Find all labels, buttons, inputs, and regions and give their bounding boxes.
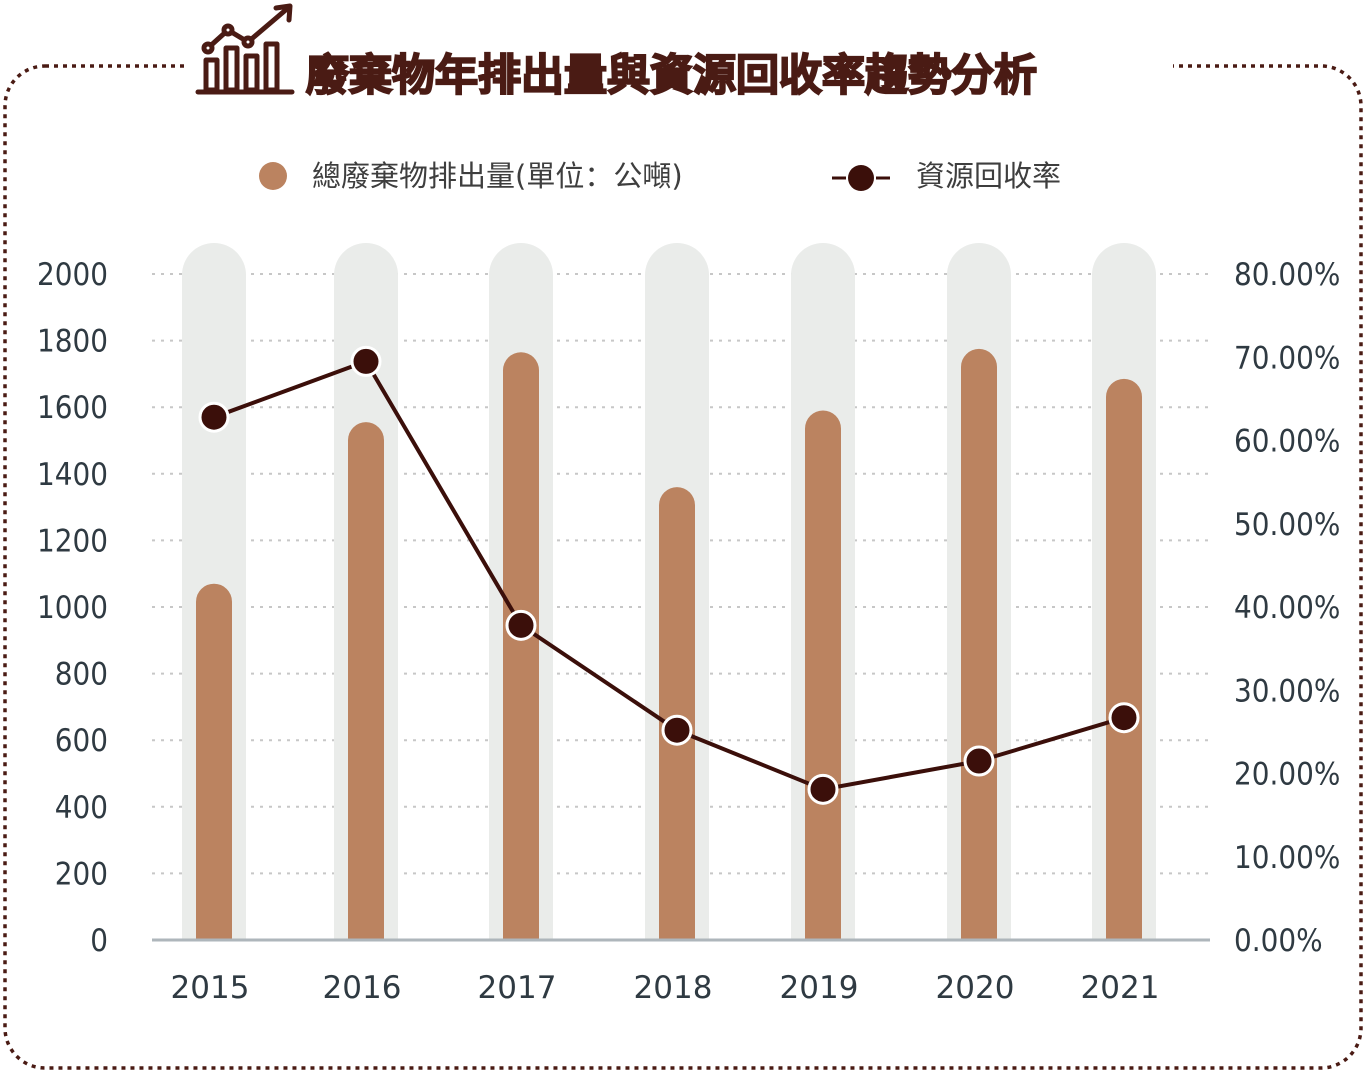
left-tick-label: 1200 bbox=[37, 523, 108, 559]
legend-bar-marker bbox=[259, 162, 287, 190]
recycling-rate-point bbox=[350, 345, 382, 377]
x-tick-label: 2018 bbox=[634, 970, 713, 1006]
right-axis: 0.00% 10.00% 20.00% 30.00% 40.00% 50.00% 60.00… bbox=[1234, 257, 1340, 959]
waste-bar bbox=[196, 583, 232, 940]
right-tick-label: 30.00% bbox=[1234, 673, 1340, 709]
left-tick-label: 1000 bbox=[37, 590, 108, 626]
x-tick-label: 2020 bbox=[936, 970, 1015, 1006]
recycling-rate-point bbox=[505, 609, 537, 641]
left-tick-label: 1600 bbox=[37, 390, 108, 426]
left-tick-label: 800 bbox=[55, 657, 108, 693]
chart-title: 廢棄物年排出量與資源回收率趨勢分析 bbox=[306, 51, 1037, 101]
right-tick-label: 40.00% bbox=[1234, 590, 1340, 626]
waste-bar bbox=[805, 410, 841, 940]
left-tick-label: 1400 bbox=[37, 457, 108, 493]
right-tick-label: 0.00% bbox=[1234, 923, 1323, 959]
left-tick-label: 600 bbox=[55, 723, 108, 759]
waste-bar bbox=[348, 422, 384, 940]
legend: 總廢棄物排出量(單位：公噸) 資源回收率 bbox=[259, 159, 1061, 193]
waste-bar bbox=[1106, 378, 1142, 940]
legend-line-marker bbox=[848, 165, 874, 191]
recycling-rate-point bbox=[807, 773, 839, 805]
right-tick-label: 80.00% bbox=[1234, 257, 1340, 293]
x-tick-label: 2017 bbox=[478, 970, 557, 1006]
bar-chart-trend-icon bbox=[195, 3, 295, 95]
right-tick-label: 10.00% bbox=[1234, 840, 1340, 876]
waste-bar bbox=[503, 352, 539, 940]
recycling-rate-point bbox=[1108, 702, 1140, 734]
recycling-rate-point bbox=[661, 714, 693, 746]
chart-frame bbox=[3, 64, 1363, 1070]
waste-bar bbox=[659, 487, 695, 940]
x-axis: 2015 2016 2017 2018 2019 2020 2021 bbox=[152, 938, 1210, 1006]
legend-bar-label: 總廢棄物排出量(單位：公噸) bbox=[312, 159, 683, 193]
recycling-rate-markers bbox=[198, 345, 1140, 805]
left-tick-label: 400 bbox=[55, 790, 108, 826]
title-backdrop bbox=[188, 40, 1173, 104]
left-tick-label: 1800 bbox=[37, 324, 108, 360]
x-tick-label: 2015 bbox=[171, 970, 250, 1006]
right-tick-label: 60.00% bbox=[1234, 424, 1340, 460]
right-tick-label: 50.00% bbox=[1234, 507, 1340, 543]
left-tick-label: 2000 bbox=[37, 257, 108, 293]
x-tick-label: 2019 bbox=[780, 970, 859, 1006]
recycling-rate-point bbox=[963, 745, 995, 777]
right-tick-label: 70.00% bbox=[1234, 340, 1340, 376]
x-tick-label: 2021 bbox=[1081, 970, 1160, 1006]
left-tick-label: 200 bbox=[55, 856, 108, 892]
waste-bar bbox=[961, 348, 997, 940]
x-tick-label: 2016 bbox=[323, 970, 402, 1006]
legend-line-label: 資源回收率 bbox=[916, 159, 1061, 193]
left-tick-label: 0 bbox=[90, 923, 108, 959]
bars bbox=[196, 348, 1142, 940]
right-tick-label: 20.00% bbox=[1234, 757, 1340, 793]
recycling-rate-point bbox=[198, 401, 230, 433]
left-axis: 0 200 400 600 800 1000 1200 1400 1600 1800 2000 bbox=[37, 257, 108, 959]
